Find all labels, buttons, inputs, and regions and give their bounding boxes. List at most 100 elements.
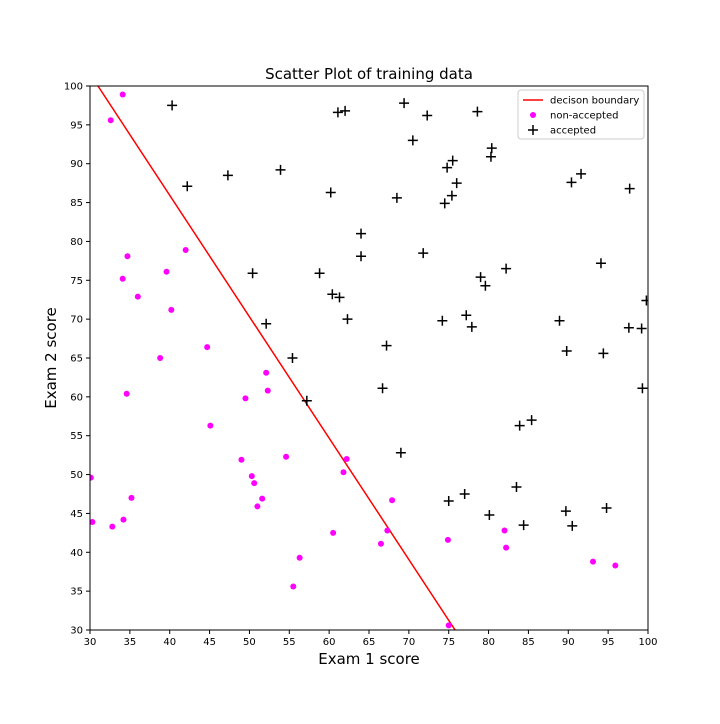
accepted-point — [624, 183, 635, 194]
x-tick-label: 50 — [243, 637, 256, 648]
accepted-point — [566, 177, 577, 188]
non-accepted-point — [283, 453, 290, 460]
series-accepted — [167, 98, 648, 531]
non-accepted-point — [204, 344, 211, 351]
non-accepted-point — [589, 558, 596, 565]
legend: decison boundary non-accepted accepted — [517, 89, 645, 140]
non-accepted-point — [134, 293, 141, 300]
non-accepted-point — [296, 554, 303, 561]
y-tick-label: 55 — [70, 431, 83, 442]
x-tick-label: 85 — [522, 637, 535, 648]
accepted-point — [598, 348, 609, 359]
accepted-point — [623, 322, 634, 333]
accepted-point — [567, 520, 578, 531]
x-tick-label: 95 — [602, 637, 615, 648]
y-tick-label: 85 — [70, 198, 83, 209]
non-accepted-point — [119, 275, 126, 282]
series-non-accepted — [90, 91, 619, 629]
accepted-point — [472, 106, 483, 117]
accepted-point — [418, 248, 429, 259]
legend-label-boundary: decison boundary — [550, 96, 639, 107]
non-accepted-point — [238, 456, 245, 463]
non-accepted-point — [444, 536, 451, 543]
y-tick-label: 50 — [70, 470, 83, 481]
x-tick-label: 35 — [123, 637, 136, 648]
accepted-point — [342, 314, 353, 325]
legend-label-non-accepted: non-accepted — [550, 111, 618, 122]
accepted-point — [167, 100, 178, 111]
accepted-point — [526, 415, 537, 426]
accepted-point — [636, 323, 647, 334]
x-tick-label: 60 — [323, 637, 336, 648]
accepted-point — [554, 315, 565, 326]
legend-plus-swatch — [528, 125, 538, 135]
accepted-point — [377, 383, 388, 394]
accepted-point — [182, 181, 193, 192]
y-tick-label: 75 — [70, 276, 83, 287]
non-accepted-point — [264, 387, 271, 394]
accepted-point — [399, 98, 410, 109]
legend-label-accepted: accepted — [550, 126, 596, 137]
accepted-point — [446, 190, 457, 201]
accepted-point — [595, 258, 606, 269]
y-tick-label: 70 — [70, 315, 83, 326]
accepted-point — [459, 489, 470, 499]
accepted-point — [576, 168, 587, 179]
non-accepted-point — [263, 369, 270, 376]
accepted-point — [325, 187, 336, 198]
x-tick-label: 40 — [163, 637, 176, 648]
accepted-point — [485, 151, 496, 162]
x-axis-ticks: 30 35 40 45 50 55 60 65 70 75 80 85 90 95 100 — [84, 630, 658, 648]
accepted-point — [601, 502, 612, 513]
accepted-point — [443, 495, 454, 506]
x-tick-label: 100 — [638, 637, 657, 648]
non-accepted-point — [254, 503, 261, 510]
non-accepted-point — [119, 91, 126, 98]
non-accepted-point — [389, 497, 396, 504]
accepted-point — [395, 447, 406, 458]
non-accepted-point — [182, 246, 189, 253]
y-tick-label: 95 — [70, 120, 83, 131]
non-accepted-point — [343, 456, 350, 463]
accepted-point — [422, 110, 433, 121]
accepted-point — [484, 509, 495, 520]
accepted-point — [334, 292, 345, 303]
accepted-point — [275, 164, 286, 175]
non-accepted-point — [384, 527, 391, 534]
accepted-point — [340, 105, 351, 116]
y-axis-label: Exam 2 score — [42, 307, 60, 409]
accepted-point — [381, 340, 392, 351]
accepted-point — [247, 268, 258, 279]
accepted-point — [560, 506, 571, 517]
y-tick-label: 90 — [70, 159, 83, 170]
series-decison-boundary — [97, 86, 456, 630]
accepted-point — [332, 107, 343, 118]
non-accepted-point — [163, 268, 170, 275]
accepted-point — [461, 310, 472, 321]
accepted-point — [261, 318, 272, 329]
non-accepted-point — [123, 390, 130, 397]
accepted-point — [407, 135, 418, 146]
accepted-point — [514, 420, 525, 431]
accepted-point — [327, 289, 338, 300]
accepted-point — [486, 143, 497, 154]
non-accepted-point — [168, 306, 175, 313]
non-accepted-point — [501, 527, 508, 534]
accepted-point — [356, 251, 367, 262]
non-accepted-point — [90, 474, 94, 481]
non-accepted-point — [109, 523, 116, 530]
accepted-point — [518, 520, 529, 531]
x-tick-label: 75 — [442, 637, 455, 648]
x-axis-label: Exam 1 score — [318, 650, 420, 668]
non-accepted-point — [248, 473, 255, 480]
legend-dot-swatch — [530, 112, 536, 118]
x-tick-label: 30 — [84, 637, 97, 648]
plot-area — [90, 86, 648, 630]
accepted-point — [561, 346, 572, 357]
accepted-point — [480, 280, 491, 291]
y-tick-label: 30 — [70, 626, 83, 637]
accepted-point — [287, 353, 298, 363]
non-accepted-point — [107, 117, 114, 124]
